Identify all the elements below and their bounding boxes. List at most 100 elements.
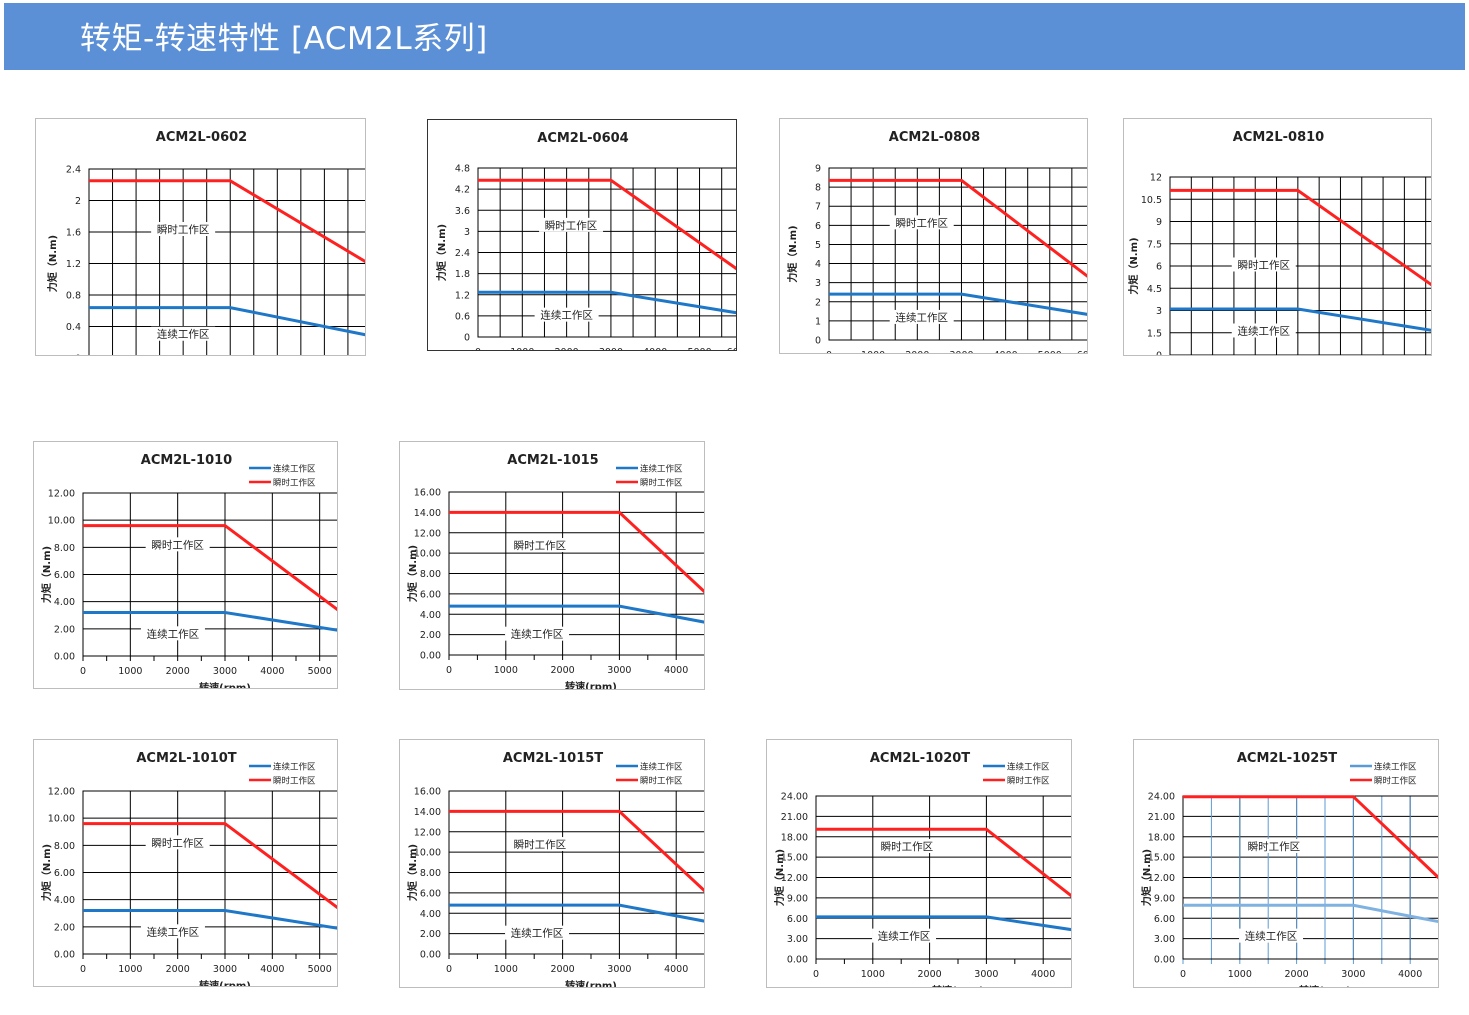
annotation-background (151, 222, 216, 236)
chart-grid (82, 790, 337, 959)
chart-title: ACM2L-1020T (870, 751, 970, 766)
title-banner: 转矩-转速特性 [ACM2L系列] (4, 3, 1465, 70)
x-tick-label: 0 (80, 964, 86, 975)
y-tick-label: 8.00 (54, 543, 75, 554)
x-tick-label: 1000 (494, 665, 518, 676)
torque-speed-chart: ACM2L-1010T 0.00 2.00 4.00 6.00 8.00 10.00 12.0… (40, 751, 337, 986)
x-tick-label: 3000 (607, 665, 631, 676)
y-axis-label: 力矩（N.m) (435, 224, 448, 281)
torque-speed-chart: ACM2L-1010 0.00 2.00 4.00 6.00 8.00 10.00 12.00… (40, 453, 337, 688)
annotation-background (889, 309, 954, 324)
chart-panel: ACM2L-060200.40.81.21.622.40100020003000… (35, 118, 366, 356)
y-axis-label: 力矩（N.m) (773, 849, 786, 906)
region-annotation: 瞬时工作区 (545, 219, 598, 232)
series-line (449, 809, 704, 893)
y-tick-label: 21.00 (1148, 812, 1175, 823)
legend-label: 瞬时工作区 (1374, 776, 1417, 787)
x-tick-label: 3000 (213, 666, 237, 677)
torque-speed-chart: ACM2L-1020T 0.00 3.00 6.00 9.00 12.00 15.00 18.… (773, 751, 1071, 987)
y-tick-label: 4.8 (455, 164, 470, 175)
y-tick-label: 6.00 (787, 914, 808, 925)
plot-frame (1169, 176, 1431, 355)
y-tick-label: 15.00 (1148, 853, 1175, 864)
region-annotation: 瞬时工作区 (1248, 840, 1301, 853)
y-tick-label: 8.00 (420, 868, 441, 879)
y-tick-label: 4.5 (1147, 284, 1162, 295)
y-tick-label: 3 (1156, 306, 1162, 317)
y-tick-label: 16.00 (414, 787, 441, 798)
chart-title: ACM2L-1010 (141, 453, 232, 468)
annotation-background (140, 924, 205, 939)
y-tick-label: 2.4 (66, 165, 81, 176)
series-line (83, 822, 337, 910)
y-tick-label: 1.8 (455, 269, 470, 280)
x-tick-label: 2000 (166, 964, 190, 975)
chart-grid (448, 491, 704, 660)
chart-panel: ACM2L-1015T 0.00 2.00 4.00 6.00 8.00 10.00 12.0… (399, 739, 705, 988)
x-tick-label: 0 (446, 964, 452, 975)
y-tick-label: 12.00 (48, 787, 75, 798)
y-tick-label: 12.00 (48, 489, 75, 500)
region-annotation: 连续工作区 (895, 311, 948, 324)
y-tick-label: 1.2 (455, 290, 470, 301)
y-axis-label: 力矩（N.m) (1140, 849, 1153, 906)
x-tick-label: 3000 (213, 964, 237, 975)
region-annotation: 瞬时工作区 (881, 840, 934, 853)
annotation-background (505, 925, 570, 940)
annotation-background (1231, 323, 1296, 338)
y-axis-label: 力矩（N.m) (46, 235, 59, 292)
plot-frame (828, 167, 1087, 341)
y-tick-label: 2.00 (420, 929, 441, 940)
chart-panel: ACM2L-1025T 0.00 3.00 6.00 9.00 12.00 15.00 18.… (1133, 739, 1439, 988)
annotation-background (145, 537, 210, 552)
region-annotation: 连续工作区 (511, 927, 564, 940)
y-tick-label: 4.00 (420, 610, 441, 621)
y-tick-label: 12.00 (414, 827, 441, 838)
torque-speed-chart: ACM2L-1025T 0.00 3.00 6.00 9.00 12.00 15.00 18.… (1140, 751, 1438, 988)
series-line (1183, 795, 1438, 880)
series-line (89, 306, 365, 337)
x-tick-label: 1000 (118, 666, 142, 677)
x-tick-label: 0 (826, 350, 832, 354)
torque-speed-chart: ACM2L-060200.40.81.21.622.40100020003000… (46, 130, 365, 357)
y-tick-label: 10.00 (48, 814, 75, 825)
y-tick-label: 1.2 (66, 259, 81, 270)
y-tick-label: 0.00 (420, 950, 441, 961)
chart-grid (1169, 176, 1431, 355)
chart-grid (477, 167, 736, 338)
x-tick-label: 2000 (1285, 969, 1309, 980)
x-tick-label: 0 (813, 969, 819, 980)
y-tick-label: 10.5 (1141, 195, 1162, 206)
y-tick-label: 1 (815, 316, 821, 327)
y-tick-label: 6 (1156, 262, 1162, 273)
y-tick-label: 3.00 (787, 934, 808, 945)
legend-label: 瞬时工作区 (640, 776, 683, 787)
x-tick-label: 0 (80, 666, 86, 677)
x-tick-label: 3000 (599, 347, 623, 351)
y-tick-label: 0.6 (455, 311, 470, 322)
chart-grid (1182, 795, 1438, 964)
x-axis-label: 转速(rpm) (1299, 984, 1351, 988)
y-tick-label: 3 (815, 278, 821, 289)
y-tick-label: 12.00 (1148, 873, 1175, 884)
x-tick-label: 3000 (949, 350, 973, 354)
chart-title: ACM2L-0810 (1233, 130, 1324, 145)
series-line (478, 290, 736, 315)
x-tick-label: 1000 (861, 969, 885, 980)
y-tick-label: 4.00 (54, 895, 75, 906)
y-tick-label: 0.00 (54, 652, 75, 663)
y-tick-label: 2.4 (455, 248, 470, 259)
torque-speed-chart: ACM2L-081001.534.567.5910.51201000200030… (1127, 130, 1431, 355)
y-tick-label: 0 (75, 354, 81, 357)
annotation-background (872, 928, 937, 943)
y-tick-label: 0.8 (66, 291, 81, 302)
legend-label: 连续工作区 (273, 762, 316, 773)
x-tick-label: 1000 (494, 964, 518, 975)
series-line (478, 178, 736, 271)
y-tick-label: 5 (815, 240, 821, 251)
x-tick-label: 4000 (260, 666, 284, 677)
x-tick-label: 0 (475, 347, 481, 351)
y-tick-label: 16.00 (414, 488, 441, 499)
chart-title: ACM2L-0808 (889, 130, 980, 145)
chart-title: ACM2L-0602 (156, 130, 247, 145)
